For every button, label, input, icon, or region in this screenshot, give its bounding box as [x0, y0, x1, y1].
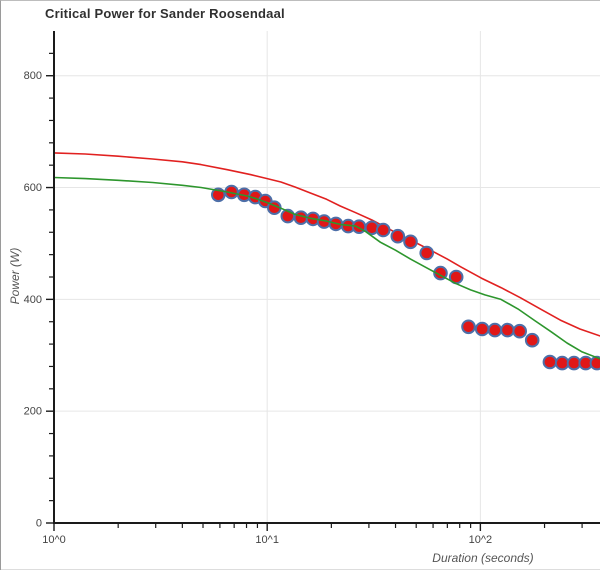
y-tick-label: 600 — [24, 182, 42, 194]
y-tick-label: 400 — [24, 294, 42, 306]
y-tick-label: 0 — [36, 518, 42, 530]
y-tick-label: 200 — [24, 406, 42, 418]
data-point-marker — [390, 228, 406, 244]
chart-title: Critical Power for Sander Roosendaal — [45, 6, 285, 21]
y-axis-title: Power (W) — [8, 247, 22, 305]
x-tick-label: 10^2 — [469, 534, 493, 546]
model-curve-red — [53, 152, 600, 337]
data-point-marker — [375, 222, 391, 238]
data-point-marker — [500, 322, 515, 338]
data-point-marker — [403, 234, 418, 250]
data-point-marker — [419, 245, 435, 261]
data-point-marker — [474, 321, 490, 337]
model-curve-green — [53, 176, 600, 360]
x-tick-label: 10^0 — [42, 534, 66, 546]
data-point-marker — [461, 319, 476, 335]
x-tick-label: 10^1 — [255, 534, 279, 546]
data-point-marker — [524, 332, 540, 348]
data-point-marker — [487, 322, 503, 338]
data-point-marker — [512, 323, 528, 339]
y-tick-label: 800 — [24, 70, 42, 82]
x-axis-title: Duration (seconds) — [432, 551, 534, 565]
data-point-marker — [554, 355, 570, 371]
data-point-marker — [542, 354, 558, 370]
